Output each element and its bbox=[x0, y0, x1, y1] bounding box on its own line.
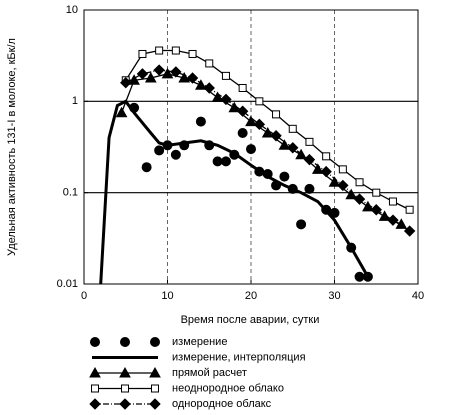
point bbox=[296, 219, 307, 230]
point bbox=[149, 398, 161, 410]
point bbox=[128, 74, 140, 85]
point bbox=[151, 384, 159, 393]
point bbox=[138, 49, 147, 58]
point bbox=[288, 124, 297, 133]
point bbox=[211, 91, 224, 103]
point bbox=[387, 214, 399, 226]
point bbox=[195, 79, 207, 90]
point bbox=[136, 68, 149, 80]
point bbox=[322, 152, 331, 161]
x-axis-label: Время после аварии, сутки bbox=[181, 314, 320, 326]
point bbox=[186, 72, 199, 84]
point bbox=[220, 156, 231, 167]
point bbox=[170, 149, 181, 160]
point bbox=[203, 82, 215, 94]
point bbox=[119, 366, 131, 378]
x-tick-label: 0 bbox=[81, 290, 87, 302]
point bbox=[178, 71, 191, 83]
point bbox=[255, 97, 264, 106]
point bbox=[388, 197, 397, 206]
point bbox=[90, 337, 100, 347]
legend-label: прямой расчет bbox=[172, 367, 247, 379]
point bbox=[311, 163, 324, 174]
point bbox=[287, 142, 299, 154]
y-tick-label: 0.1 bbox=[63, 187, 78, 199]
point bbox=[221, 71, 230, 80]
x-tick-label: 10 bbox=[161, 290, 173, 302]
point bbox=[89, 366, 101, 378]
point bbox=[154, 145, 165, 156]
y-tick-label: 10 bbox=[66, 4, 78, 16]
point bbox=[149, 366, 161, 378]
point bbox=[279, 171, 290, 182]
point bbox=[121, 384, 129, 393]
point bbox=[253, 118, 266, 131]
point bbox=[161, 67, 174, 79]
point bbox=[220, 93, 232, 106]
point bbox=[303, 153, 316, 166]
x-tick-label: 20 bbox=[245, 290, 257, 302]
plot-frame bbox=[83, 9, 419, 285]
point bbox=[144, 71, 157, 83]
legend-label: однородное облакс bbox=[172, 398, 272, 410]
point bbox=[188, 49, 197, 58]
point bbox=[120, 76, 132, 89]
y-axis-label: Удельная активность 131-I в молоке, кБк/… bbox=[6, 38, 18, 256]
point bbox=[370, 204, 382, 216]
point bbox=[153, 64, 165, 76]
point bbox=[304, 183, 315, 194]
point bbox=[155, 46, 164, 55]
point bbox=[328, 176, 341, 187]
point bbox=[141, 162, 152, 173]
point bbox=[89, 398, 101, 410]
point bbox=[270, 130, 282, 142]
point bbox=[195, 116, 206, 127]
point bbox=[150, 337, 160, 347]
point bbox=[372, 188, 381, 197]
point bbox=[170, 66, 182, 78]
x-tick-label: 40 bbox=[412, 290, 424, 302]
point bbox=[120, 337, 130, 347]
point bbox=[305, 137, 314, 146]
point bbox=[353, 193, 366, 205]
point bbox=[355, 178, 364, 187]
point bbox=[119, 398, 131, 410]
point bbox=[403, 225, 416, 237]
point bbox=[236, 105, 249, 117]
point bbox=[238, 83, 247, 92]
legend-label: измерение bbox=[172, 336, 227, 348]
point bbox=[405, 205, 414, 214]
point bbox=[205, 59, 214, 68]
point bbox=[320, 165, 332, 178]
legend-label: измерение, интерполяция bbox=[172, 351, 306, 363]
x-tick-label: 30 bbox=[328, 290, 340, 302]
point bbox=[272, 110, 281, 119]
legend-label: неоднородное облако bbox=[172, 382, 284, 394]
point bbox=[212, 156, 223, 167]
point bbox=[115, 106, 128, 118]
point bbox=[171, 46, 180, 55]
point bbox=[338, 165, 347, 174]
point bbox=[91, 384, 99, 393]
point bbox=[278, 139, 291, 150]
point bbox=[246, 144, 256, 155]
point bbox=[345, 188, 358, 200]
series-line bbox=[99, 99, 370, 285]
point bbox=[245, 115, 257, 127]
point bbox=[337, 179, 349, 192]
y-tick-label: 1 bbox=[72, 95, 78, 107]
point bbox=[354, 271, 365, 282]
point bbox=[237, 128, 248, 139]
y-tick-label: 0.01 bbox=[57, 278, 78, 290]
